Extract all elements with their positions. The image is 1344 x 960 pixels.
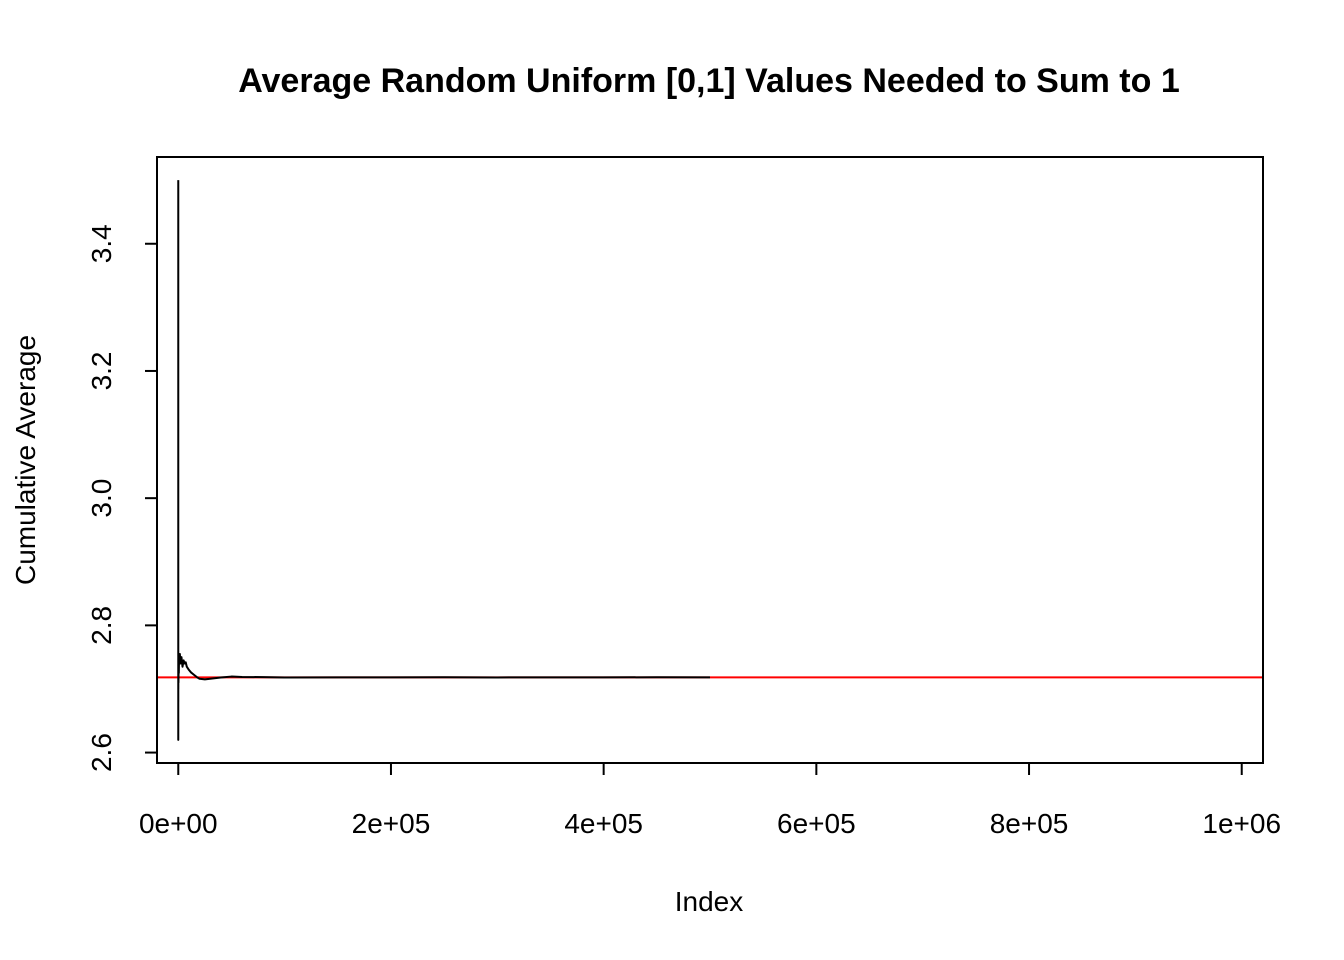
series-line-0 (177, 180, 711, 741)
x-tick-label: 0e+00 (139, 808, 218, 839)
y-tick-label: 3.4 (86, 224, 117, 263)
x-axis: 0e+00 2e+05 4e+05 6e+05 8e+05 1e+06 (139, 762, 1281, 839)
chart-title: Average Random Uniform [0,1] Values Need… (238, 62, 1180, 100)
y-axis: 2.6 2.8 3.0 3.2 3.4 (86, 224, 158, 772)
y-tick-label: 3.2 (86, 351, 117, 390)
x-tick-label: 1e+06 (1202, 808, 1281, 839)
plot-frame (156, 156, 1264, 764)
plot-area (158, 180, 1262, 741)
y-tick-label: 2.8 (86, 606, 117, 645)
x-axis-label: Index (675, 886, 744, 917)
x-tick-label: 2e+05 (352, 808, 431, 839)
y-tick-label: 2.6 (86, 733, 117, 772)
x-tick-label: 4e+05 (564, 808, 643, 839)
y-tick-label: 3.0 (86, 479, 117, 518)
y-axis-label: Cumulative Average (10, 335, 41, 585)
x-tick-label: 6e+05 (777, 808, 856, 839)
x-tick-label: 8e+05 (990, 808, 1069, 839)
